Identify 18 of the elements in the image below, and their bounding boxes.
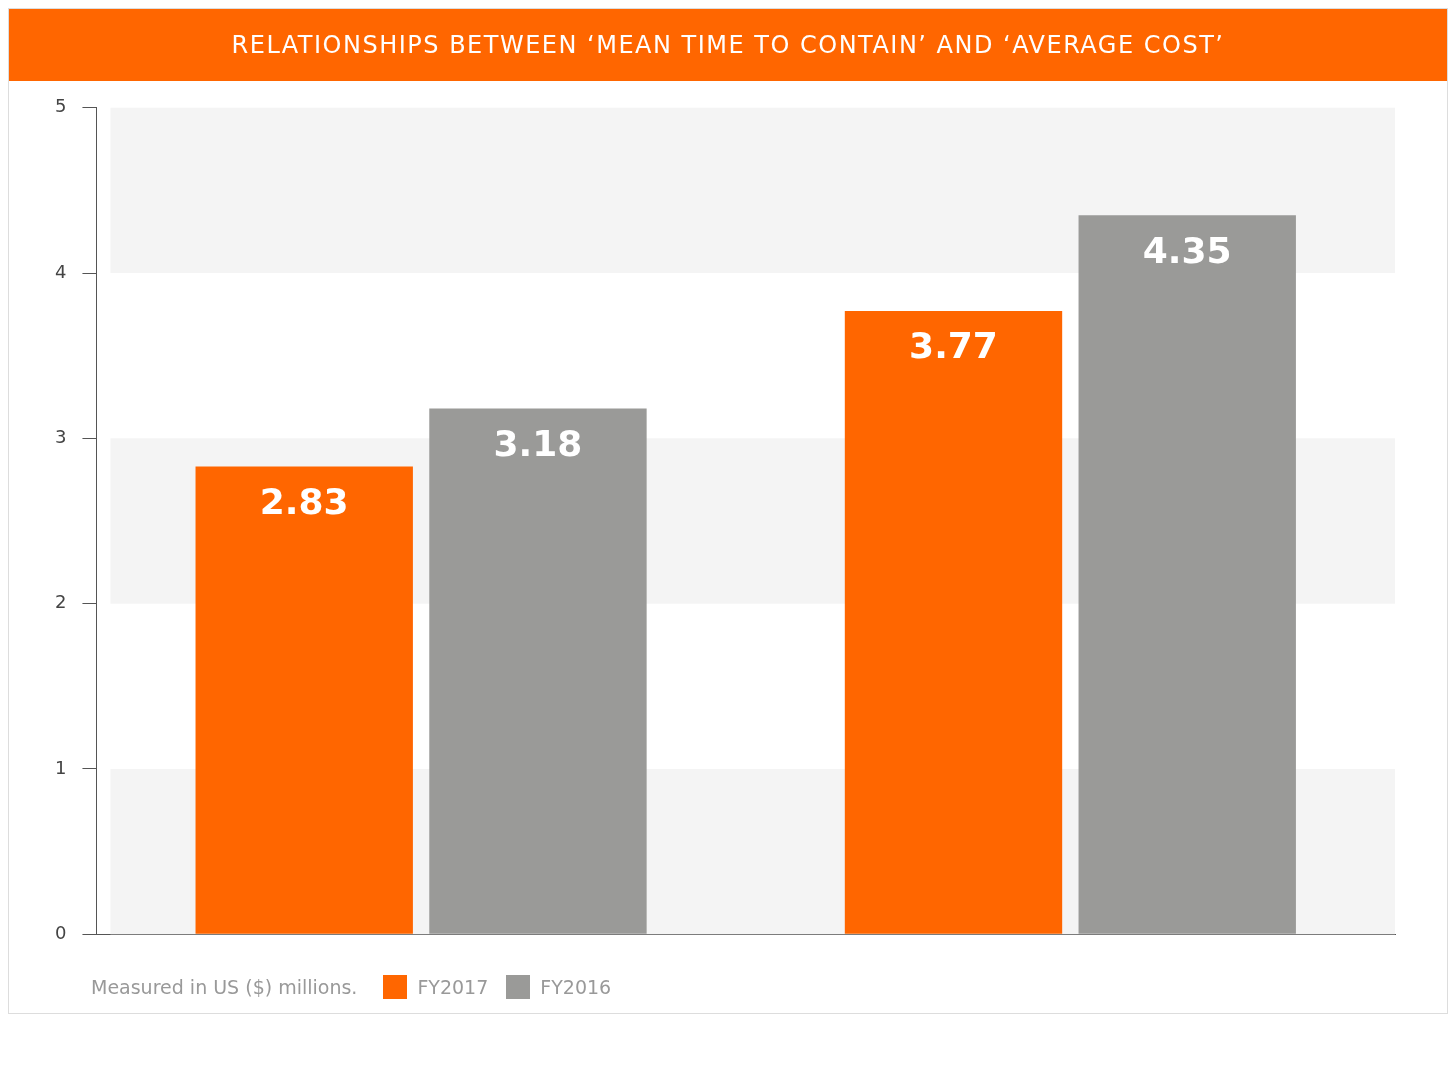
data-label: 2.83 [259, 480, 349, 522]
bar [844, 311, 1063, 934]
y-tick-label: 4 [55, 260, 67, 282]
chart-title: RELATIONSHIPS BETWEEN ‘MEAN TIME TO CONTAIN’ AND ‘AVERAGE COST’ [9, 9, 1447, 81]
y-tick-label: 5 [55, 95, 67, 117]
bar [195, 466, 413, 934]
legend-label: FY2016 [540, 976, 612, 998]
data-label: 3.18 [493, 422, 583, 464]
y-tick-label: 3 [55, 426, 67, 448]
y-tick-label: 0 [55, 921, 67, 943]
bar [1078, 215, 1296, 934]
y-tick-label: 2 [55, 591, 67, 613]
y-tick-label: 1 [55, 756, 67, 778]
bar [429, 408, 647, 934]
text: Measured in US ($) millions. [91, 976, 358, 998]
data-label: 3.77 [909, 325, 998, 367]
data-label: 4.35 [1142, 229, 1232, 271]
legend-label: FY2017 [417, 976, 489, 998]
